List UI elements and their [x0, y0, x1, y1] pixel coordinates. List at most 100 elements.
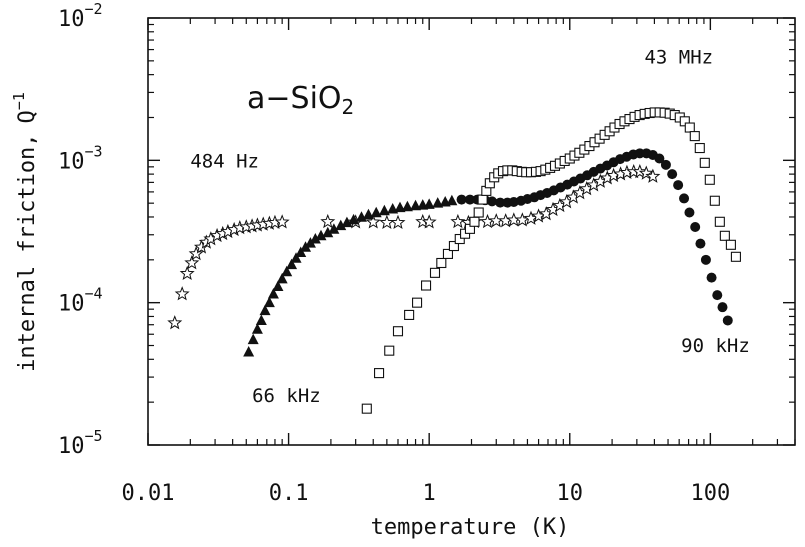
data-point-triangle [290, 252, 302, 263]
data-point-square [709, 195, 720, 206]
data-point-circle [706, 272, 717, 283]
data-point-square [448, 240, 459, 252]
data-point-square [684, 122, 695, 133]
data-point-triangle [370, 206, 382, 218]
data-point-star [174, 286, 190, 301]
data-point-triangle [394, 201, 406, 213]
x-tick-label: 0.1 [269, 481, 309, 506]
data-point-square [361, 403, 372, 414]
data-point-circle [495, 197, 506, 208]
data-point-star [179, 265, 195, 280]
data-point-star [184, 255, 200, 270]
data-point-triangle [378, 204, 390, 216]
data-point-triangle [315, 229, 327, 241]
x-tick-label: 10 [557, 481, 584, 506]
y-axis-title: internal friction, Q−1 [10, 92, 40, 372]
data-point-triangle [423, 198, 435, 209]
data-point-triangle [255, 314, 267, 325]
data-point-star [365, 214, 381, 229]
data-point-circle [487, 196, 498, 207]
data-point-square [404, 309, 415, 320]
data-point-triangle [304, 237, 316, 248]
x-tick-label: 100 [690, 481, 730, 506]
series-annotation: 90 kHz [681, 335, 750, 357]
data-point-circle [695, 238, 706, 249]
data-point-star [514, 212, 530, 227]
data-point-triangle [328, 223, 340, 234]
data-point-square [384, 345, 395, 356]
data-point-star [167, 315, 183, 330]
data-point-star [421, 214, 437, 229]
data-point-star [188, 246, 204, 261]
data-point-square [704, 174, 715, 185]
y-axis-title-exponent: −1 [10, 92, 28, 110]
data-point-star [450, 213, 466, 229]
data-points [167, 107, 741, 414]
data-point-triangle [446, 194, 458, 206]
x-axis-title: temperature (K) [371, 515, 570, 540]
x-tick-label: 0.01 [122, 481, 175, 506]
data-point-square [730, 251, 741, 262]
data-point-triangle [276, 272, 288, 284]
y-tick-label: 10−5 [58, 427, 103, 459]
series-open-square [361, 107, 741, 414]
data-point-triangle [247, 333, 259, 345]
data-point-star [274, 214, 290, 229]
data-point-triangle [341, 216, 353, 228]
data-point-triangle [362, 208, 374, 220]
data-point-circle [654, 153, 665, 164]
data-point-square [725, 239, 736, 250]
y-tick-label: 10−3 [58, 142, 103, 174]
y-axis-title-symbol: Q [15, 110, 40, 123]
data-point-circle [660, 159, 671, 170]
data-point-triangle [295, 246, 307, 258]
major-ticks [147, 17, 795, 446]
annotations: 484 Hz 66 kHz 90 kHz 43 MHz [190, 46, 749, 407]
minor-ticks [148, 18, 796, 445]
data-point-circle [684, 207, 695, 218]
data-point-circle [456, 194, 467, 205]
data-point-square [477, 194, 488, 205]
data-point-circle [690, 222, 701, 233]
data-point-square [689, 131, 700, 142]
data-point-star [390, 214, 406, 230]
data-point-square [412, 297, 423, 308]
y-tick-label: 10−2 [58, 0, 103, 32]
series-annotation: 43 MHz [644, 46, 713, 68]
data-point-triangle [286, 258, 298, 270]
y-tick-label: 10−4 [58, 285, 103, 317]
data-point-triangle [281, 265, 293, 277]
data-point-star [379, 214, 395, 230]
data-point-square [454, 233, 465, 245]
data-point-circle [673, 180, 684, 191]
data-point-triangle [251, 323, 263, 334]
series-annotation: 66 kHz [252, 385, 321, 407]
data-point-triangle [272, 280, 284, 291]
data-point-square [374, 368, 385, 379]
series-annotation: 484 Hz [190, 151, 259, 173]
data-point-square [436, 257, 447, 269]
data-point-triangle [335, 219, 347, 231]
data-point-triangle [267, 288, 279, 299]
data-point-square [714, 216, 725, 227]
data-point-star [320, 213, 336, 229]
series-filled-circle [456, 148, 733, 326]
x-tick-label: 1 [423, 481, 436, 506]
data-point-square [473, 207, 484, 218]
y-axis-title-text: internal friction, [15, 133, 40, 371]
series-star [167, 163, 661, 330]
data-point-star [645, 168, 661, 183]
data-point-triangle [263, 296, 275, 308]
data-point-square [420, 280, 432, 291]
x-tick-labels: 0.01 0.1 1 10 100 [122, 481, 731, 506]
data-point-triangle [322, 226, 334, 238]
data-point-square [442, 248, 454, 259]
data-point-circle [712, 290, 723, 301]
data-point-square [719, 230, 730, 241]
chart-title-subscript: 2 [342, 95, 355, 119]
data-point-circle [722, 315, 733, 326]
data-point-circle [679, 193, 690, 204]
data-point-circle [464, 194, 475, 205]
data-point-circle [667, 169, 678, 180]
